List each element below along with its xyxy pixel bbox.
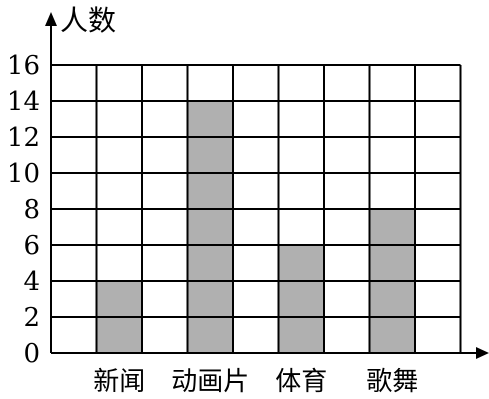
x-category-label: 歌舞 [366,367,418,397]
y-tick-label: 14 [7,87,40,117]
y-tick-label: 16 [7,51,40,81]
x-axis-arrow [476,347,489,359]
y-tick-label: 12 [7,123,40,153]
x-category-label: 动画片 [171,367,249,397]
axes-layer [45,12,489,359]
y-axis-label: 人数 [60,4,116,37]
y-axis-arrow [45,12,57,26]
bar-2 [187,101,233,353]
y-tick-label: 10 [7,159,40,189]
y-tick-label: 4 [23,267,40,297]
y-tick-label: 8 [23,195,40,225]
x-category-labels: 新闻 动画片 体育 歌舞 [93,367,418,397]
y-tick-label: 6 [23,231,40,261]
y-tick-label: 2 [23,303,40,333]
x-category-label: 体育 [275,367,327,397]
grid-layer [50,64,462,354]
x-category-label: 新闻 [93,367,145,397]
y-tick-labels: 0 2 4 6 8 10 12 14 16 [7,51,40,369]
y-tick-label: 0 [23,339,40,369]
bars-layer [96,101,415,353]
bar-3 [278,245,324,353]
